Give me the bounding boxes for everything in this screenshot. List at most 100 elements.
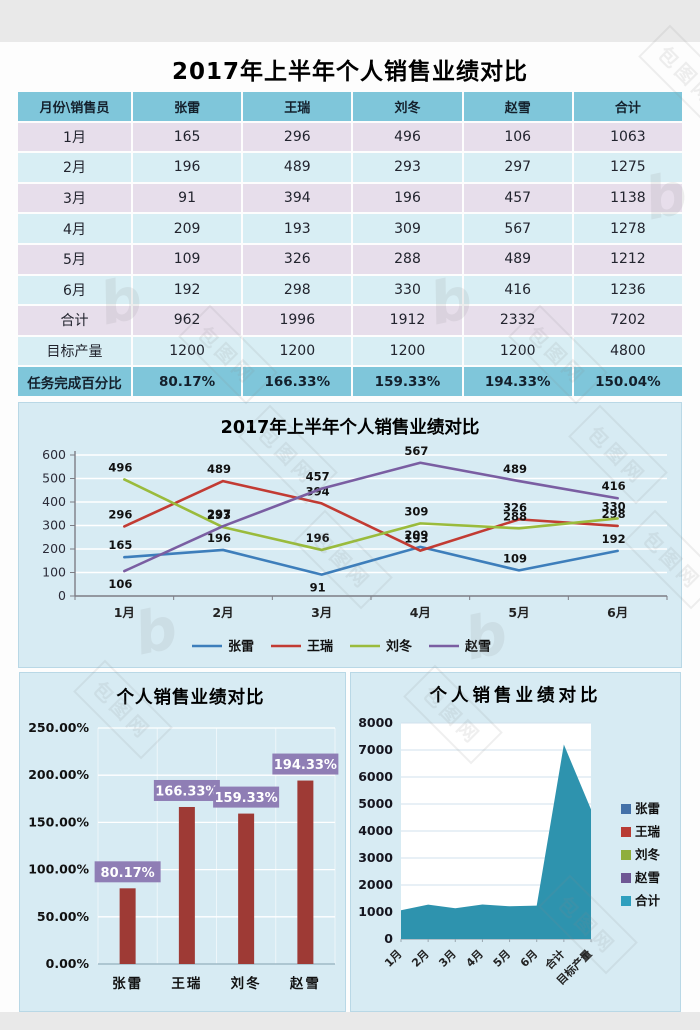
table-footer-label[interactable]: 任务完成百分比 [18, 367, 131, 396]
legend-swatch [621, 804, 631, 814]
y-axis-label: 300 [42, 518, 66, 533]
table-cell[interactable]: 193 [243, 214, 352, 243]
legend-swatch [621, 850, 631, 860]
table-cell[interactable]: 1212 [573, 244, 682, 274]
data-label: 196 [207, 531, 231, 545]
table-cell[interactable]: 1200 [353, 336, 462, 366]
table-row-label[interactable]: 2月 [18, 153, 131, 182]
table-cell[interactable]: 196 [353, 183, 462, 213]
y-axis-label: 8000 [358, 715, 393, 730]
table-cell[interactable]: 165 [133, 122, 242, 152]
data-label: 109 [503, 551, 527, 565]
table-cell[interactable]: 1200 [243, 336, 352, 366]
table-cell[interactable]: 1236 [573, 275, 682, 305]
table-footer-cell[interactable]: 194.33% [463, 367, 572, 396]
bar-chart[interactable]: 个人销售业绩对比 0.00% 50.00% 100.00% 150.00% 200.00%… [19, 672, 346, 1012]
line-series-张雷 [123, 545, 619, 576]
table-row-label[interactable]: 合计 [18, 306, 131, 335]
table-cell[interactable]: 196 [133, 153, 242, 182]
table-cell[interactable]: 106 [463, 122, 572, 152]
y-axis-label: 1000 [358, 904, 393, 919]
table-cell[interactable]: 394 [243, 183, 352, 213]
legend-label: 刘冬 [386, 639, 412, 655]
legend-swatch [621, 896, 631, 906]
table-footer-cell[interactable]: 159.33% [353, 367, 462, 396]
table-cell[interactable]: 489 [463, 244, 572, 274]
table-cell[interactable]: 293 [353, 153, 462, 182]
table-header-cell[interactable]: 王瑞 [243, 92, 352, 121]
table-cell[interactable]: 4800 [573, 336, 682, 366]
table-cell[interactable]: 296 [243, 122, 352, 152]
area-chart-title: 个人销售业绩对比 [429, 685, 602, 706]
table-cell[interactable]: 288 [353, 244, 462, 274]
y-axis-label: 0.00% [46, 956, 90, 971]
table-row-label[interactable]: 4月 [18, 214, 131, 243]
line-chart[interactable]: 2017年上半年个人销售业绩对比 0 100 200 300 400 500 600 1月 2月 3… [18, 402, 682, 668]
table-footer-cell[interactable]: 150.04% [573, 367, 682, 396]
x-axis-label: 6月 [518, 947, 540, 969]
table-footer-cell[interactable]: 80.17% [133, 367, 242, 396]
table-cell[interactable]: 416 [463, 275, 572, 305]
data-label-box [213, 786, 280, 808]
table-header-cell[interactable]: 刘冬 [353, 92, 462, 121]
x-axis-label: 王瑞 [171, 975, 202, 992]
legend-label: 赵雪 [634, 870, 660, 885]
table-cell[interactable]: 330 [353, 275, 462, 305]
table-row-label[interactable]: 目标产量 [18, 336, 131, 366]
table-header-cell[interactable]: 张雷 [133, 92, 242, 121]
table-cell[interactable]: 1912 [353, 306, 462, 335]
x-axis-label: 张雷 [112, 975, 143, 992]
data-label: 298 [602, 507, 626, 521]
table-cell[interactable]: 309 [353, 214, 462, 243]
y-axis-label: 0 [58, 588, 66, 603]
legend-swatch [621, 827, 631, 837]
table-cell[interactable]: 298 [243, 275, 352, 305]
y-axis-label: 0 [384, 931, 393, 946]
sales-table[interactable]: 月份\销售员 张雷 王瑞 刘冬 赵雪 合计 1月 165 296 496 106 1063 2月 196 4… [18, 92, 682, 396]
table-cell[interactable]: 209 [133, 214, 242, 243]
table-cell[interactable]: 297 [463, 153, 572, 182]
table-cell[interactable]: 489 [243, 153, 352, 182]
table-row-label[interactable]: 6月 [18, 275, 131, 305]
table-footer-cell[interactable]: 166.33% [243, 367, 352, 396]
table-header-cell[interactable]: 赵雪 [463, 92, 572, 121]
table-row-label[interactable]: 5月 [18, 244, 131, 274]
table-row-label[interactable]: 1月 [18, 122, 131, 152]
table-cell[interactable]: 1063 [573, 122, 682, 152]
table-cell[interactable]: 1138 [573, 183, 682, 213]
table-cell[interactable]: 91 [133, 183, 242, 213]
data-label: 159.33% [215, 791, 278, 806]
line-series-刘冬 [123, 478, 619, 552]
table-cell[interactable]: 962 [133, 306, 242, 335]
x-axis-label: 赵雪 [289, 975, 321, 992]
x-axis-label: 1月 [114, 605, 135, 620]
data-label: 309 [404, 504, 428, 518]
y-axis-label: 100 [42, 565, 66, 580]
table-header-corner[interactable]: 月份\销售员 [18, 92, 131, 121]
table-cell[interactable]: 1200 [463, 336, 572, 366]
y-axis-label: 500 [42, 471, 66, 486]
data-label: 457 [306, 470, 330, 484]
table-cell[interactable]: 192 [133, 275, 242, 305]
table-row-label[interactable]: 3月 [18, 183, 131, 213]
area-chart-svg: 个人销售业绩对比 0 1000 2000 3000 4000 5000 6000 7000 800… [358, 685, 661, 988]
area-chart[interactable]: 个人销售业绩对比 0 1000 2000 3000 4000 5000 6000 7000 800… [350, 672, 681, 1012]
legend-label: 合计 [635, 893, 661, 908]
y-axis-label: 5000 [358, 796, 393, 811]
table-cell[interactable]: 326 [243, 244, 352, 274]
line-series-王瑞 [123, 479, 619, 552]
bar-张雷 [119, 888, 136, 964]
table-cell[interactable]: 1278 [573, 214, 682, 243]
table-cell[interactable]: 109 [133, 244, 242, 274]
table-cell[interactable]: 2332 [463, 306, 572, 335]
table-cell[interactable]: 457 [463, 183, 572, 213]
table-header-cell[interactable]: 合计 [573, 92, 682, 121]
line-chart-title: 2017年上半年个人销售业绩对比 [221, 417, 480, 438]
table-cell[interactable]: 1996 [243, 306, 352, 335]
y-axis-label: 3000 [358, 850, 393, 865]
table-cell[interactable]: 567 [463, 214, 572, 243]
table-cell[interactable]: 496 [353, 122, 462, 152]
table-cell[interactable]: 1200 [133, 336, 242, 366]
table-cell[interactable]: 7202 [573, 306, 682, 335]
table-cell[interactable]: 1275 [573, 153, 682, 182]
